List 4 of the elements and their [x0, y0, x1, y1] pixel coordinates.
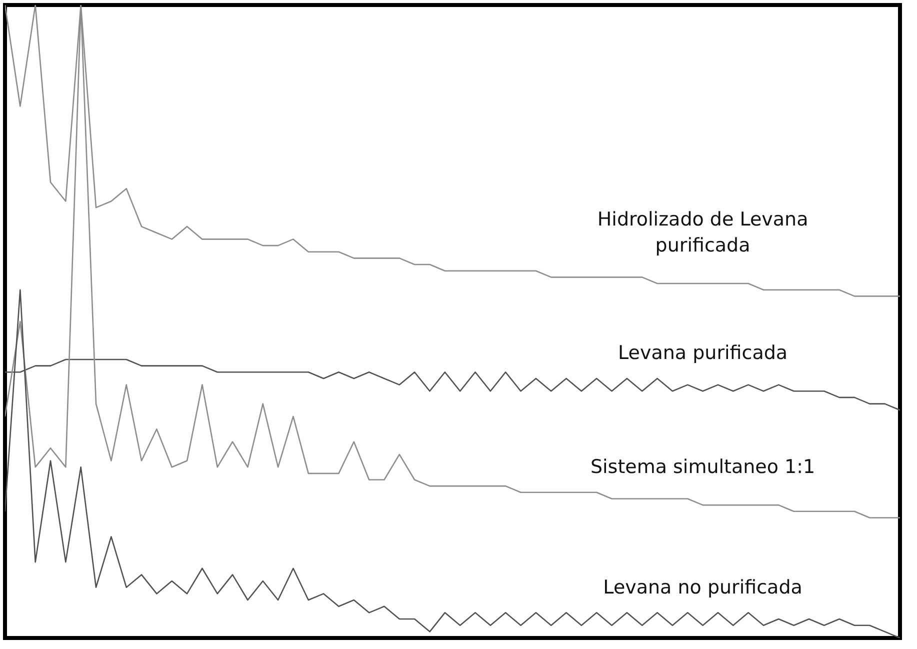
series-label: Sistema simultaneo 1:1	[590, 456, 816, 478]
series-label: Hidrolizado de Levana purificada	[597, 208, 808, 257]
series-label: Levana purificada	[618, 342, 788, 364]
series-label: Levana no purificada	[603, 576, 802, 598]
